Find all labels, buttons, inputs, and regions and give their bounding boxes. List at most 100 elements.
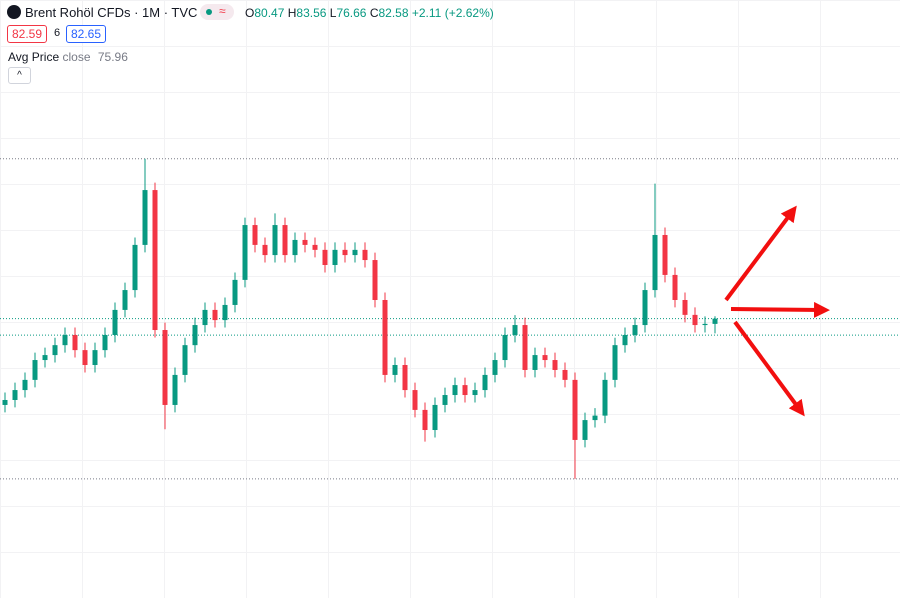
candle-body bbox=[182, 345, 188, 375]
candle-body bbox=[612, 345, 618, 380]
candle-body bbox=[572, 379, 578, 440]
symbol-title: Brent Rohöl CFDs · 1M · TVC bbox=[25, 5, 198, 20]
candle-body bbox=[692, 314, 698, 326]
close-value: 82.58 bbox=[378, 6, 409, 20]
candle-body bbox=[152, 190, 158, 331]
candle-body bbox=[422, 409, 428, 431]
arrow-down bbox=[733, 320, 805, 417]
candle-body bbox=[492, 360, 498, 375]
candle-body bbox=[62, 334, 68, 346]
ohlc-row: O80.47 H83.56 L76.66 C82.58 +2.11 (+2.62… bbox=[245, 6, 494, 20]
candle-body bbox=[82, 350, 88, 366]
candle-body bbox=[232, 279, 238, 305]
low-value: 76.66 bbox=[336, 6, 367, 20]
candle-body bbox=[552, 360, 558, 370]
candle-body bbox=[462, 385, 468, 396]
candle-body bbox=[542, 355, 548, 361]
indicator-name: Avg Price bbox=[8, 50, 60, 64]
candle-body bbox=[412, 390, 418, 410]
candle-body bbox=[262, 244, 268, 256]
high-value: 83.56 bbox=[296, 6, 327, 20]
collapse-button[interactable]: ^ bbox=[8, 67, 31, 84]
candle-body bbox=[312, 244, 318, 250]
candle-body bbox=[502, 334, 508, 361]
ohlc-label: H bbox=[287, 6, 297, 20]
candle-body bbox=[342, 249, 348, 256]
candle-body bbox=[72, 334, 78, 351]
candle-body bbox=[402, 365, 408, 391]
candle-body bbox=[32, 360, 38, 380]
candle-body bbox=[142, 190, 148, 245]
candle-body bbox=[272, 225, 278, 256]
candle-body bbox=[222, 304, 228, 321]
candle-body bbox=[482, 374, 488, 391]
candle-body bbox=[682, 299, 688, 315]
candle-body bbox=[532, 355, 538, 370]
candle-body bbox=[162, 330, 168, 405]
candle-body bbox=[562, 369, 568, 380]
candle-body bbox=[12, 390, 18, 400]
ask-button[interactable]: 82.65 bbox=[66, 25, 107, 43]
candle-body bbox=[192, 325, 198, 346]
ohlc-label: C bbox=[369, 6, 379, 20]
candle-body bbox=[522, 325, 528, 370]
candle-body bbox=[702, 323, 708, 326]
bid-button[interactable]: 82.59 bbox=[7, 25, 48, 43]
candle-body bbox=[42, 355, 48, 361]
candle-body bbox=[512, 325, 518, 335]
candle-body bbox=[442, 395, 448, 405]
candle-body bbox=[252, 225, 258, 245]
candle-body bbox=[372, 260, 378, 300]
candle-body bbox=[92, 350, 98, 366]
spread: 6 bbox=[54, 27, 61, 39]
candle-body bbox=[22, 379, 28, 391]
candle-body bbox=[662, 234, 668, 275]
candle-body bbox=[2, 399, 8, 405]
candle-body bbox=[602, 379, 608, 416]
change-percent: (+2.62%) bbox=[444, 6, 494, 20]
candle-body bbox=[332, 249, 338, 266]
arrow-up bbox=[724, 205, 797, 302]
candle-body bbox=[282, 225, 288, 256]
arrow-right bbox=[730, 301, 830, 318]
candle-body bbox=[582, 420, 588, 440]
candle-body bbox=[392, 365, 398, 375]
candle-body bbox=[122, 290, 128, 310]
candle-body bbox=[362, 249, 368, 261]
candle-body bbox=[352, 249, 358, 256]
annotation-arrows bbox=[724, 205, 830, 417]
candle-body bbox=[172, 374, 178, 405]
ohlc-label: O bbox=[245, 6, 255, 20]
candle-body bbox=[242, 225, 248, 280]
candle-body bbox=[432, 404, 438, 431]
candle-body bbox=[592, 415, 598, 421]
symbol-icon bbox=[7, 5, 21, 19]
candle-body bbox=[632, 325, 638, 335]
candle-body bbox=[322, 249, 328, 266]
indicator-value: 75.96 bbox=[97, 50, 128, 64]
candle-body bbox=[132, 244, 138, 291]
open-value: 80.47 bbox=[254, 6, 285, 20]
candle-body bbox=[452, 385, 458, 396]
candle-body bbox=[472, 390, 478, 396]
candle-body bbox=[622, 334, 628, 346]
candle-body bbox=[212, 309, 218, 321]
candle-body bbox=[102, 334, 108, 351]
candle-body bbox=[112, 309, 118, 335]
candle-body bbox=[202, 309, 208, 326]
status-badge[interactable]: ≈ bbox=[200, 4, 234, 20]
indicator-legend: Avg Price close 75.96 bbox=[8, 50, 128, 64]
change-value: +2.11 bbox=[411, 6, 442, 20]
candle-body bbox=[52, 345, 58, 356]
candle-body bbox=[382, 299, 388, 375]
candle-body bbox=[712, 318, 718, 324]
indicator-source: close bbox=[62, 50, 91, 64]
candle-body bbox=[672, 274, 678, 300]
candle-body bbox=[292, 239, 298, 256]
ohlc-label: L bbox=[329, 6, 337, 20]
candle-body bbox=[642, 290, 648, 326]
candle-body bbox=[302, 239, 308, 245]
candle-body bbox=[652, 234, 658, 291]
